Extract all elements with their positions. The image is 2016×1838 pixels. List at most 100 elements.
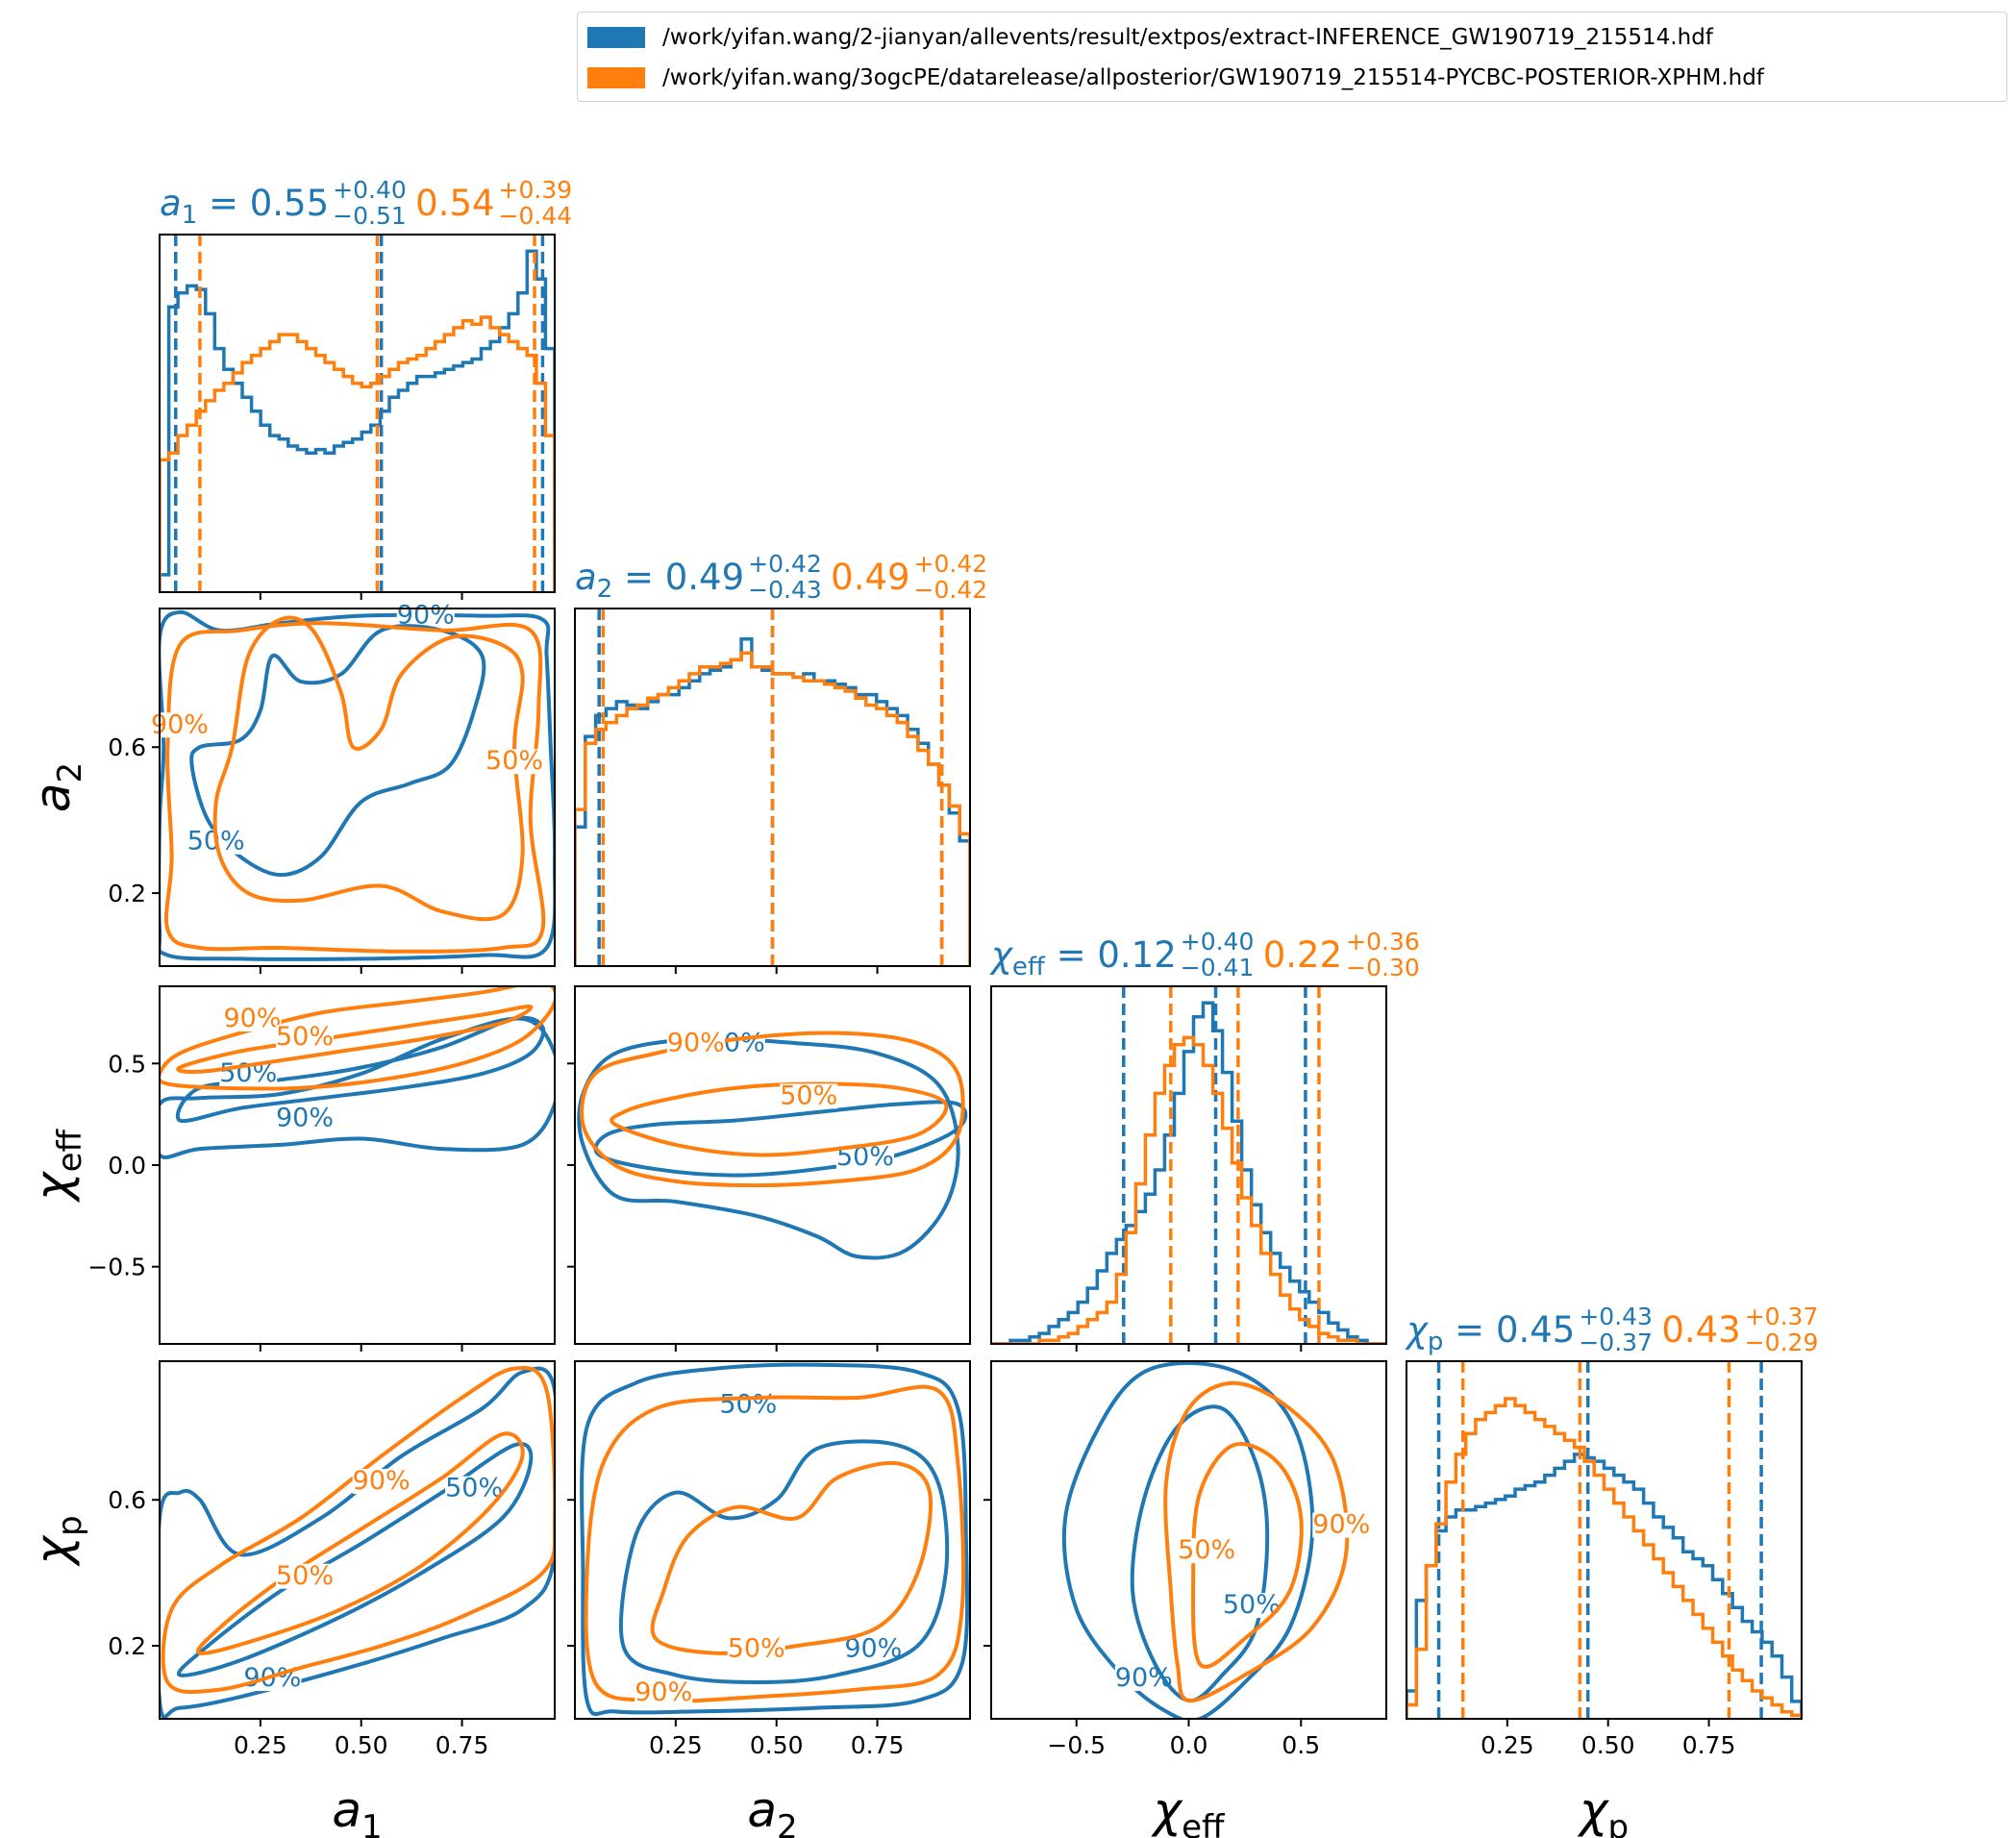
histogram-blue <box>991 1001 1386 1344</box>
contour-label-orange: 90% <box>635 1677 692 1707</box>
axis-subscript: p <box>51 1515 89 1536</box>
y-tick-label: 0.0 <box>108 1152 146 1180</box>
contour-blue-50 <box>189 624 486 878</box>
panel-chi_p-chi_p: χp = 0.45 +0.43−0.37 0.43 +0.37−0.29 0.25 0.5… <box>1405 1303 1818 1759</box>
legend: /work/yifan.wang/2-jianyan/allevents/res… <box>577 12 2007 102</box>
axis-symbol: χ <box>25 1534 81 1568</box>
contour-blue-50 <box>176 1442 534 1677</box>
y-axis-label-chi_eff: χeff <box>25 1128 89 1204</box>
title-eq: = 0.12 <box>1045 934 1177 976</box>
contour-label-bg <box>635 1680 693 1706</box>
contour-orange-50 <box>610 1081 949 1157</box>
title-orange-median: 0.49 <box>831 557 909 598</box>
title-orange-minus: −0.44 <box>499 202 573 230</box>
contour-blue-50 <box>619 1439 950 1685</box>
contour-label-bg <box>352 1469 411 1495</box>
panel-chi_eff-chi_eff: χeff = 0.12 +0.40−0.41 0.22 +0.36−0.30 <box>989 928 1420 1352</box>
title-orange-minus: −0.30 <box>1346 954 1420 981</box>
contour-label-blue: 90% <box>276 1104 334 1133</box>
x-tick-label: 0.50 <box>1581 1731 1635 1759</box>
contour-blue-90 <box>160 609 555 961</box>
axis-symbol: χ <box>25 1170 81 1204</box>
contour-blue-90 <box>577 1036 960 1260</box>
contour-orange-90 <box>580 1031 965 1188</box>
contour-label-bg <box>396 603 455 629</box>
y-axis-label-chi_p: χp <box>25 1515 89 1567</box>
contour-blue-90 <box>160 1016 555 1159</box>
x-axis-label-chi_p: χp <box>1577 1782 1629 1838</box>
contour-label-orange: 90% <box>353 1466 411 1496</box>
contour-orange-90 <box>584 1384 966 1703</box>
contour-label-orange: 90% <box>223 1004 281 1033</box>
title-orange-median: 0.54 <box>415 183 494 224</box>
panel-a1-chi_eff: 90%50%90%50%−0.50.00.5 <box>87 985 556 1352</box>
x-tick-label: −0.5 <box>1047 1731 1106 1759</box>
title-eq: = 0.49 <box>612 557 744 598</box>
legend-label-orange: /work/yifan.wang/3ogcPE/datarelease/allp… <box>662 65 1764 90</box>
axis-subscript: 1 <box>361 1808 383 1838</box>
contour-label-bg <box>780 1083 838 1109</box>
contour-label-bg <box>666 1031 725 1056</box>
title-subscript: p <box>1428 1328 1444 1356</box>
panel-title-a1: a1 = 0.55 <box>160 183 329 230</box>
panel-a2-chi_eff: 90%50%90%50% <box>567 985 971 1352</box>
axis-subscript: 2 <box>777 1808 798 1838</box>
panel-frame <box>574 608 971 967</box>
histogram-blue <box>1406 1453 1802 1719</box>
contour-blue-90 <box>160 1366 555 1719</box>
title-orange-plus: +0.42 <box>914 550 988 578</box>
contour-label-orange: 90% <box>667 1028 725 1057</box>
histogram-blue <box>160 249 555 592</box>
title-orange-plus: +0.39 <box>499 176 573 204</box>
x-tick-label: 0.50 <box>335 1731 388 1759</box>
axis-symbol: χ <box>1577 1782 1610 1838</box>
contour-label-orange: 50% <box>485 746 543 776</box>
contour-label-blue: 50% <box>719 1389 777 1419</box>
legend-swatch-orange <box>587 67 645 88</box>
x-tick-label: 0.75 <box>851 1731 905 1759</box>
contour-label-orange: 50% <box>276 1022 334 1052</box>
title-symbol: a <box>575 557 597 598</box>
x-axis-label-a2: a2 <box>747 1782 797 1838</box>
title-eq: = 0.45 <box>1443 1309 1575 1351</box>
panel-frame <box>1406 1360 1803 1720</box>
title-orange-minus: −0.29 <box>1745 1329 1819 1356</box>
legend-swatch-blue <box>587 27 645 48</box>
x-tick-label: 0.75 <box>1682 1731 1736 1759</box>
x-tick-label: 0.5 <box>1282 1731 1320 1759</box>
contour-orange-90 <box>163 621 546 954</box>
panel-title-chi_eff: χeff = 0.12 <box>989 934 1177 981</box>
contour-blue-50 <box>1130 1404 1270 1703</box>
contour-orange-90 <box>161 1365 555 1695</box>
x-tick-label: 0.25 <box>234 1731 287 1759</box>
panel-frame <box>159 1360 556 1720</box>
title-orange-minus: −0.42 <box>914 576 988 604</box>
y-axis-label-a2: a2 <box>25 762 89 812</box>
title-blue-minus: −0.37 <box>1579 1329 1653 1356</box>
x-tick-label: 0.25 <box>1481 1731 1534 1759</box>
panel-a1-a1: a1 = 0.55 +0.40−0.51 0.54 +0.39−0.44 <box>159 176 573 600</box>
title-blue-minus: −0.43 <box>748 576 822 604</box>
title-blue-plus: +0.43 <box>1579 1303 1653 1330</box>
y-tick-label: −0.5 <box>87 1254 146 1281</box>
contour-label-bg <box>275 1563 334 1589</box>
panel-frame <box>574 1360 971 1720</box>
title-orange-plus: +0.37 <box>1745 1303 1819 1330</box>
panel-a1-a2: 90%50%90%50%0.20.6 <box>108 600 556 974</box>
axis-symbol: a <box>25 783 81 813</box>
panel-a2-a2: a2 = 0.49 +0.42−0.43 0.49 +0.42−0.42 <box>574 550 988 974</box>
title-blue-minus: −0.51 <box>333 202 407 230</box>
contour-label-bg <box>275 1105 334 1131</box>
panel-frame <box>159 608 556 967</box>
title-blue-plus: +0.40 <box>333 176 407 204</box>
y-tick-label: 0.6 <box>108 733 146 761</box>
contour-orange-50 <box>212 615 525 922</box>
axis-symbol: a <box>332 1782 361 1838</box>
title-subscript: 2 <box>597 575 613 604</box>
title-symbol: χ <box>1405 1309 1430 1351</box>
histogram-orange <box>1406 1397 1802 1719</box>
y-tick-label: 0.6 <box>108 1486 146 1514</box>
title-orange-plus: +0.36 <box>1346 928 1420 956</box>
contour-label-bg <box>1178 1538 1236 1564</box>
